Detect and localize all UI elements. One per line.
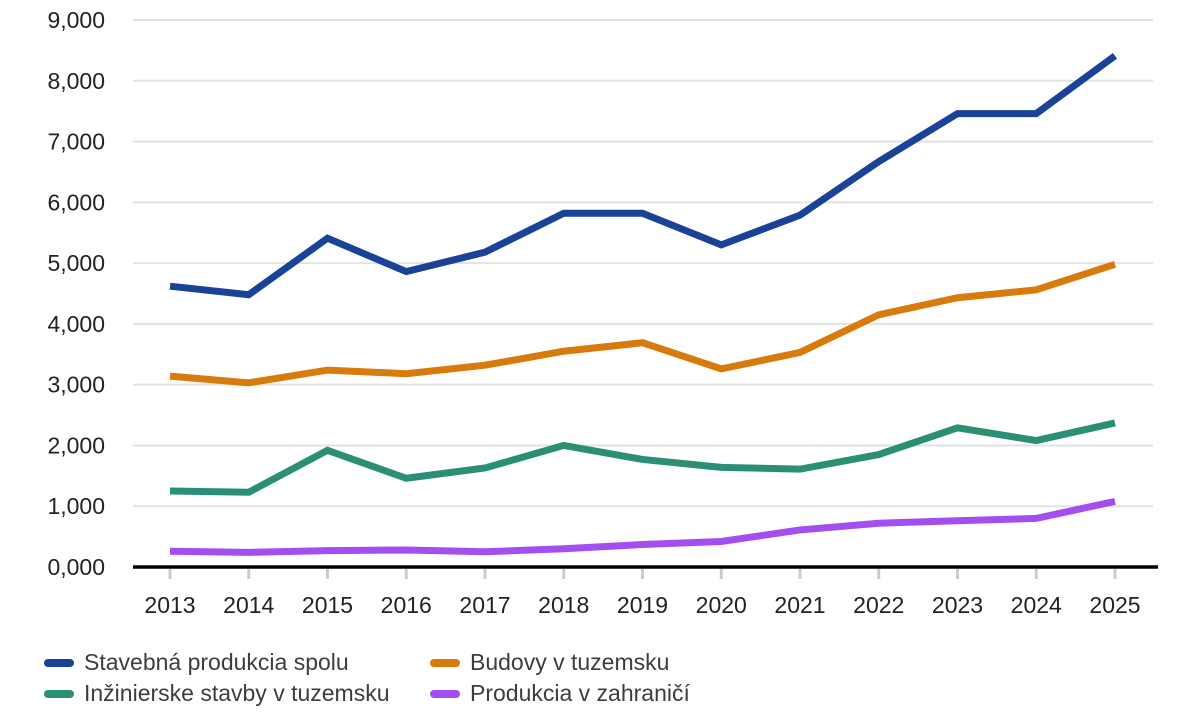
x-axis-tick-label: 2023	[932, 592, 983, 618]
legend-label: Stavebná produkcia spolu	[84, 649, 349, 675]
x-axis-ticks	[168, 569, 1117, 579]
x-axis-tick-label: 2025	[1089, 592, 1140, 618]
x-axis-labels: 2013 2014 2015 2016 2017 2018 2019 2020 2021 2022…	[144, 592, 1140, 618]
y-axis-tick-label: 9,000	[47, 7, 105, 33]
line-chart: 0,000 1,000 2,000 3,000 4,000 5,000 6,000 7,000…	[47, 7, 1158, 618]
gridlines	[133, 19, 1153, 508]
y-axis-tick-label: 1,000	[47, 493, 105, 519]
x-axis-tick-label: 2018	[538, 592, 589, 618]
x-axis-tick-label: 2016	[381, 592, 432, 618]
series-line-3	[169, 497, 1116, 556]
y-axis-tick-label: 6,000	[47, 189, 105, 215]
legend-swatch-icon	[44, 658, 74, 667]
y-axis-labels: 0,000 1,000 2,000 3,000 4,000 5,000 6,000 7,000…	[47, 7, 105, 580]
y-axis-tick-label: 3,000	[47, 372, 105, 398]
legend-swatch-icon	[430, 689, 460, 698]
x-axis-tick-label: 2021	[774, 592, 825, 618]
x-axis-tick-label: 2013	[144, 592, 195, 618]
y-axis-tick-label: 0,000	[47, 554, 105, 580]
series-line-1	[169, 260, 1117, 387]
x-axis-tick-label: 2020	[696, 592, 747, 618]
legend-item-2: Inžinierske stavby v tuzemsku	[44, 680, 430, 707]
y-axis-tick-label: 4,000	[47, 311, 105, 337]
x-axis-tick-label: 2019	[617, 592, 668, 618]
legend-item-3: Produkcia v zahraničí	[430, 680, 690, 707]
legend-label: Budovy v tuzemsku	[470, 649, 670, 675]
legend-swatch-icon	[44, 689, 74, 698]
series-line-0	[169, 53, 1118, 299]
y-axis-tick-label: 5,000	[47, 250, 105, 276]
legend-item-1: Budovy v tuzemsku	[430, 649, 690, 675]
legend-item-0: Stavebná produkcia spolu	[44, 649, 430, 675]
legend-swatch-icon	[430, 658, 460, 667]
series-line-2	[169, 419, 1116, 496]
x-axis-tick-label: 2022	[853, 592, 904, 618]
y-axis-tick-label: 2,000	[47, 432, 105, 458]
chart-legend: Stavebná produkcia spolu Budovy v tuzemsk…	[44, 649, 690, 707]
y-axis-tick-label: 7,000	[47, 129, 105, 155]
x-axis-tick-label: 2015	[302, 592, 353, 618]
x-axis-tick-label: 2024	[1011, 592, 1062, 618]
legend-label: Produkcia v zahraničí	[470, 680, 690, 707]
x-axis-tick-label: 2017	[459, 592, 510, 618]
legend-label: Inžinierske stavby v tuzemsku	[84, 680, 390, 707]
y-axis-tick-label: 8,000	[47, 68, 105, 94]
x-axis-tick-label: 2014	[223, 592, 274, 618]
